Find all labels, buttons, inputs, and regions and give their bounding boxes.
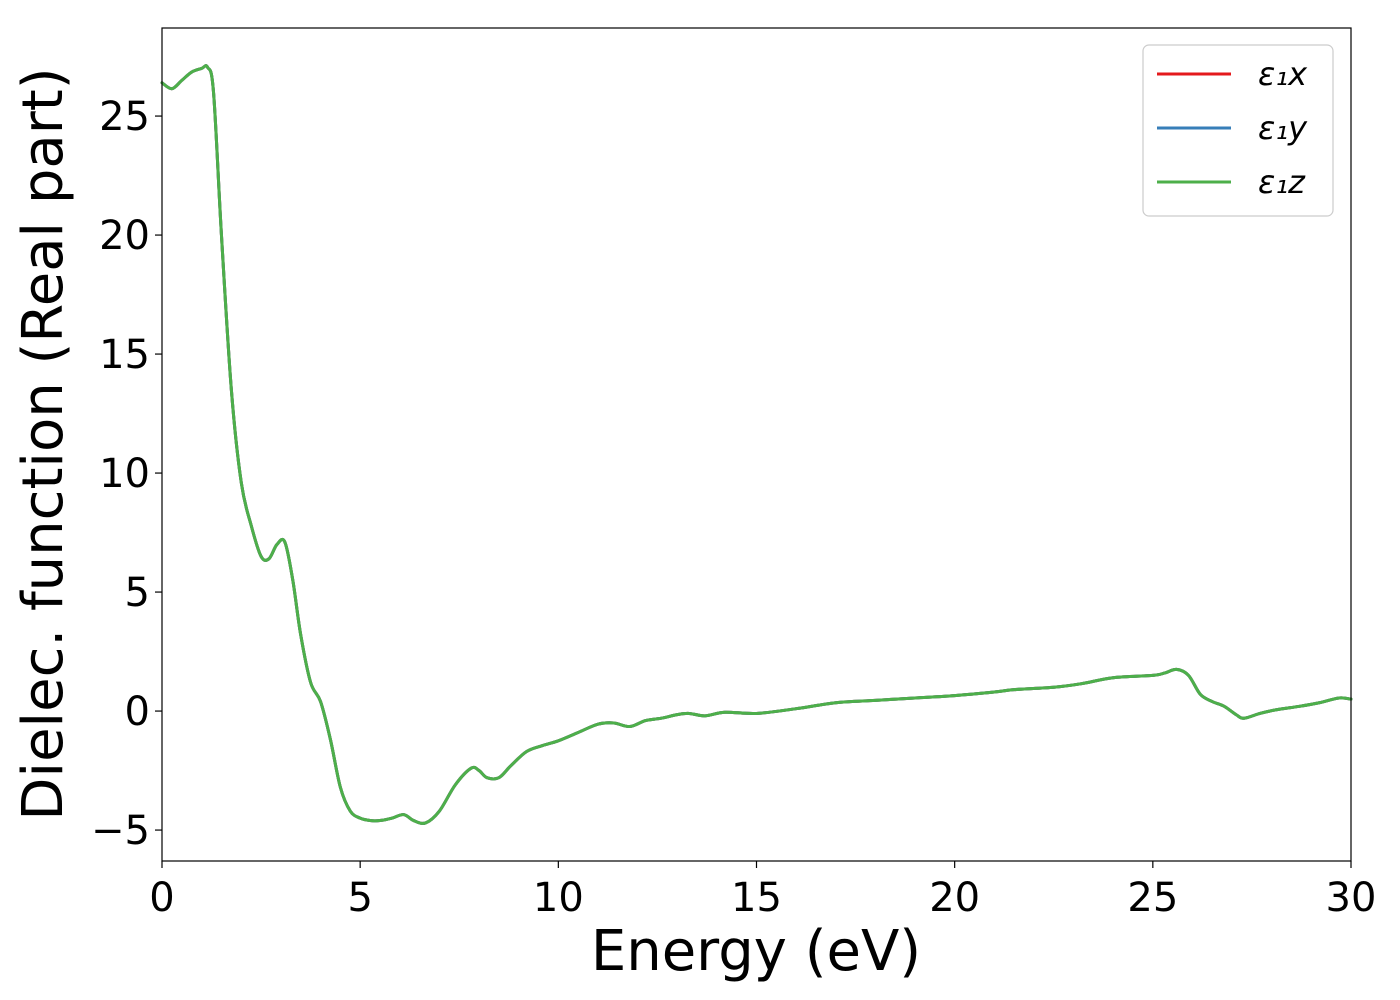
series-layer xyxy=(160,64,1353,825)
legend-entries: ε₁x ε₁y ε₁z xyxy=(1157,55,1308,201)
y-tick-label: 20 xyxy=(99,213,150,259)
legend-box xyxy=(1142,44,1334,217)
x-tick-label: 20 xyxy=(929,875,980,921)
x-tick-label: 5 xyxy=(347,875,372,921)
x-tick-label: 30 xyxy=(1326,875,1377,921)
legend-label-2: ε₁y xyxy=(1258,109,1308,147)
x-tick-label: 25 xyxy=(1127,875,1178,921)
y-tick-label: 5 xyxy=(125,570,150,616)
y-tick-label: 15 xyxy=(99,332,150,378)
x-axis-title: Energy (eV) xyxy=(591,919,921,984)
legend-label-1: ε₁x xyxy=(1258,55,1308,93)
series-line-3 xyxy=(160,64,1353,825)
y-tick-label: 10 xyxy=(99,451,150,497)
x-tick-label: 10 xyxy=(533,875,584,921)
legend-label-3: ε₁z xyxy=(1258,163,1306,201)
y-tick-label: −5 xyxy=(91,808,150,854)
y-tick-label: 0 xyxy=(125,689,150,735)
x-tick-label: 15 xyxy=(731,875,782,921)
x-tick-label: 0 xyxy=(149,875,174,921)
y-tick-label: 25 xyxy=(99,94,150,140)
y-axis-title: Dielec. function (Real part) xyxy=(11,67,76,820)
legend: ε₁x ε₁y ε₁z xyxy=(1142,44,1334,217)
tick-layer: 0 5 10 15 20 25 30 −5 0 5 10 15 20 25 xyxy=(91,94,1376,921)
